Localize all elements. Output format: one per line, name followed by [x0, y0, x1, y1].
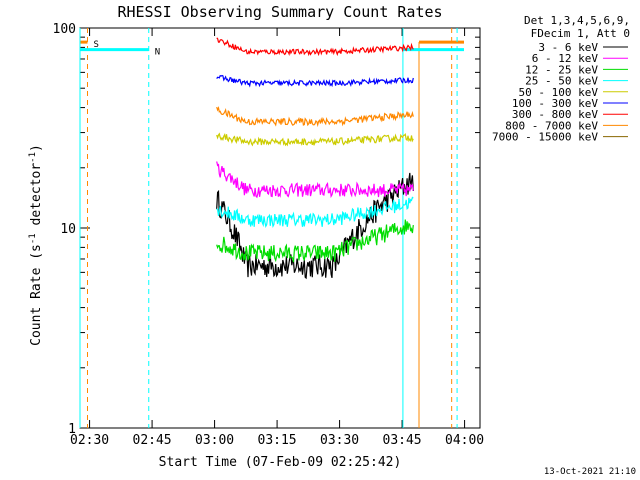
series-line: [216, 196, 414, 229]
y-tick-label: 10: [60, 222, 76, 237]
axis-ticks: 02:30 02:45 03:00 03:15 03:30 03:45 04:00 1 10 10…: [53, 22, 485, 448]
series-line: [216, 161, 414, 199]
y-label-mid: detector: [29, 163, 44, 234]
legend-header-1: Det 1,3,4,5,6,9,: [524, 14, 630, 27]
legend-label: 50 - 100 keV: [519, 86, 599, 99]
saa-label: S: [94, 40, 99, 50]
x-tick-label: 03:30: [320, 433, 359, 448]
y-axis-label: Count Rate (s-1 detector-1): [28, 144, 44, 346]
series-line: [216, 132, 414, 147]
legend-header-2: FDecim 1, Att 0: [531, 27, 630, 40]
chart-title: RHESSI Observing Summary Count Rates: [117, 3, 442, 21]
legend-label: 3 - 6 keV: [538, 41, 598, 54]
legend-label: 100 - 300 keV: [512, 97, 598, 110]
x-tick-label: 02:45: [133, 433, 172, 448]
y-label-end: ): [29, 144, 44, 152]
night-label: N: [155, 48, 160, 58]
series-line: [216, 105, 414, 128]
y-label-main: Count Rate (s: [29, 244, 44, 346]
attenuator-markers: SN: [79, 28, 464, 428]
legend-label: 300 - 800 keV: [512, 108, 598, 121]
y-tick-label: 100: [53, 22, 76, 37]
series-line: [216, 37, 414, 57]
x-tick-label: 03:45: [383, 433, 422, 448]
y-label-sup2: -1: [28, 152, 38, 163]
legend-label: 800 - 7000 keV: [505, 119, 598, 132]
legend-label: 7000 - 15000 keV: [492, 131, 598, 144]
legend-label: 25 - 50 keV: [525, 75, 598, 88]
x-tick-label: 04:00: [445, 433, 484, 448]
legend-label: 12 - 25 keV: [525, 63, 598, 76]
y-label-sup1: -1: [28, 233, 38, 244]
series-line: [216, 219, 414, 263]
legend-label: 6 - 12 keV: [532, 52, 599, 65]
x-tick-label: 02:30: [70, 433, 109, 448]
footer-date: 13-Oct-2021 21:10: [544, 467, 636, 477]
y-tick-label: 1: [68, 422, 76, 437]
series-line: [216, 74, 414, 88]
plot-frame: [79, 27, 481, 429]
series-group: [216, 37, 414, 280]
x-axis-label: Start Time (07-Feb-09 02:25:42): [159, 455, 402, 470]
x-tick-label: 03:15: [258, 433, 297, 448]
x-tick-label: 03:00: [195, 433, 234, 448]
